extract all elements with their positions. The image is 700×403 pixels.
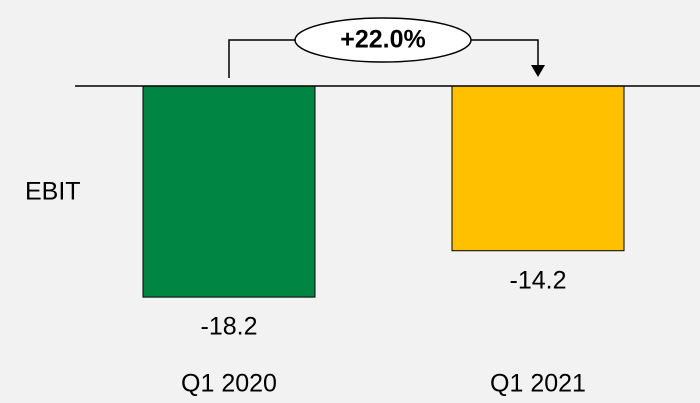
annotation: +22.0% — [340, 26, 426, 54]
x-tick-label: Q1 2020 — [181, 370, 277, 398]
annotation-bubble — [294, 17, 472, 63]
y-axis-label: EBIT — [25, 178, 81, 206]
arrow-head — [531, 65, 545, 77]
bar — [451, 85, 625, 252]
bar — [142, 85, 316, 298]
bars — [142, 85, 625, 298]
bracket-left — [228, 39, 295, 78]
value-label: -18.2 — [201, 313, 258, 341]
x-tick-label: Q1 2021 — [490, 370, 586, 398]
value-label: -14.2 — [510, 266, 567, 294]
bracket-right — [471, 39, 539, 66]
